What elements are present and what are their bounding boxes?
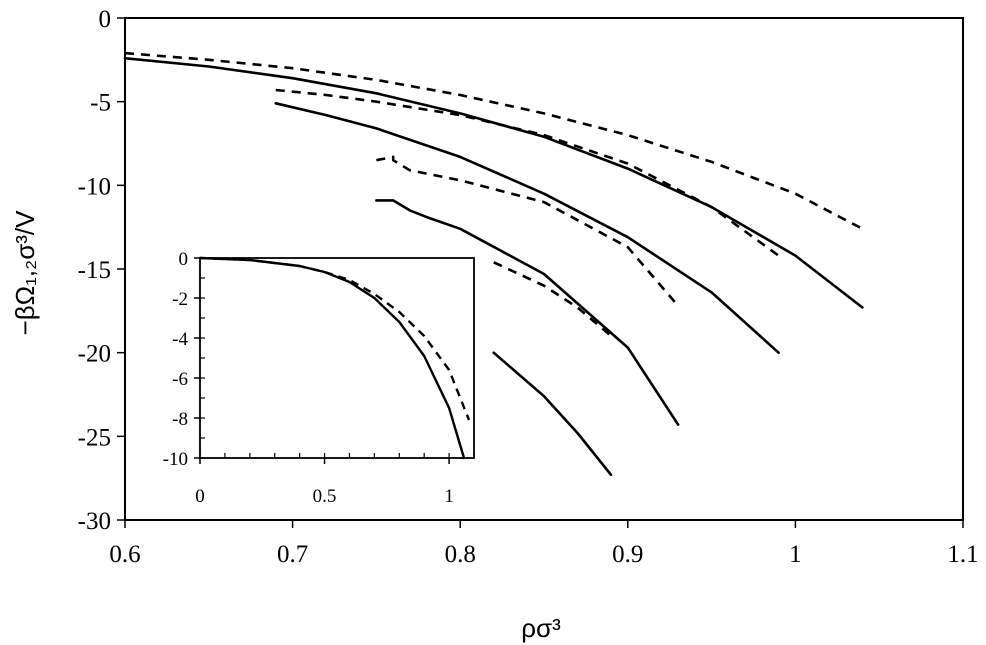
inset-plot: 0 0.5 1 0 -2 -4 -6 -8 -10 — [163, 249, 475, 507]
inset-y-tick-label: -4 — [172, 329, 188, 350]
inset-series-2-dashed — [199, 256, 471, 421]
main-x-tick-label: 0.9 — [612, 541, 643, 568]
inset-x-tick-label: 0 — [195, 486, 205, 507]
main-series-8-solid — [492, 351, 613, 477]
inset-x-tick-label: 1 — [444, 486, 454, 507]
main-x-tick-label: 0.6 — [109, 541, 140, 568]
inset-plot-frame — [199, 257, 475, 459]
inset-y-tick-label: -6 — [172, 369, 188, 390]
inset-y-tick-label: -2 — [172, 289, 188, 310]
main-y-tick-label: -10 — [78, 173, 111, 200]
main-x-tick-label: 0.7 — [277, 541, 308, 568]
main-series-4-solid — [274, 102, 780, 354]
inset-y-tick-label: -10 — [163, 449, 188, 470]
inset-y-tick-label: 0 — [179, 249, 189, 270]
main-series-7-dashed — [493, 261, 612, 337]
main-y-tick-label: -15 — [78, 257, 111, 284]
main-y-tick-label: -20 — [78, 341, 111, 368]
main-series-3-dashed — [275, 88, 780, 257]
main-series-5-dashed — [376, 155, 680, 307]
main-y-tick-label: -30 — [78, 508, 111, 535]
main-y-tick-label: -25 — [78, 424, 111, 451]
y-axis-title: −βΩ₁,₂σ³/V — [10, 210, 40, 336]
main-x-tick-label: 1 — [789, 541, 802, 568]
main-y-tick-label: 0 — [99, 6, 112, 33]
main-series-1-dashed — [124, 51, 864, 230]
inset-x-tick-label: 0.5 — [313, 486, 337, 507]
main-x-tick-label: 1.1 — [947, 541, 978, 568]
x-axis-title: ρσ³ — [521, 613, 561, 643]
main-series-6-solid — [375, 199, 680, 426]
main-x-tick-label: 0.8 — [445, 541, 476, 568]
inset-y-tick-label: -8 — [172, 409, 188, 430]
main-y-tick-label: -5 — [90, 90, 111, 117]
